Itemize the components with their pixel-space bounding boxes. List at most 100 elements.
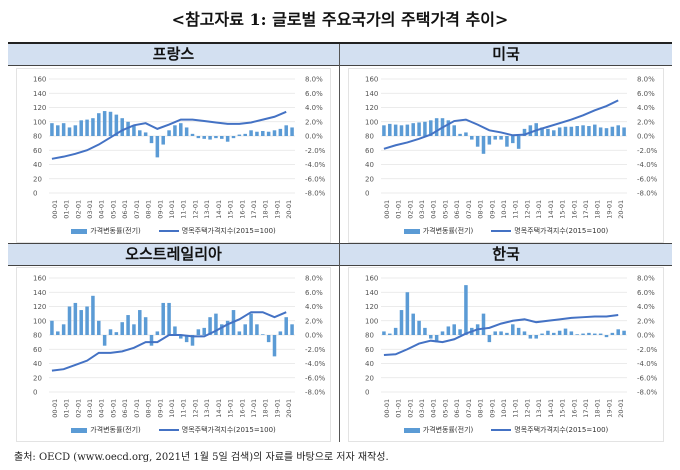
- right-tick-label: 4.0%: [305, 303, 323, 311]
- change-bar: [569, 331, 574, 335]
- panel-korea: 한국 160 8.0% 140 6.0% 120 4.0% 100 2.0% 80 0.0% 60 -…: [340, 243, 672, 442]
- legend-bar-label: 가격변동률(전기): [90, 426, 141, 434]
- change-bar: [67, 127, 72, 136]
- change-bar: [243, 324, 247, 335]
- x-tick-label: 2017-01: [250, 399, 258, 418]
- right-tick-label: 2.0%: [305, 317, 323, 325]
- change-bar: [581, 125, 585, 136]
- x-tick-label: 2003-01: [86, 399, 94, 418]
- x-tick-label: 2000-01: [51, 200, 59, 219]
- change-bar: [616, 125, 620, 136]
- x-tick-label: 2008-01: [477, 200, 485, 219]
- change-bar: [575, 126, 579, 136]
- change-bar: [249, 313, 253, 335]
- change-bar: [423, 121, 427, 136]
- change-bar: [429, 120, 433, 136]
- x-tick-label: 2007-01: [465, 200, 473, 219]
- legend-line-label: 명목주택가격지수(2015=100): [514, 426, 609, 434]
- legend-bar-swatch: [71, 228, 88, 234]
- change-bar: [516, 136, 521, 149]
- change-bar: [284, 125, 288, 136]
- right-tick-label: 0.0%: [305, 332, 323, 340]
- change-bar: [493, 136, 497, 140]
- change-bar: [179, 335, 183, 339]
- panel-usa: 미국 160 8.0% 140 6.0% 120 4.0% 100 2.0% 80 0.0% 60 -…: [340, 44, 672, 243]
- x-tick-label: 2004-01: [98, 399, 106, 418]
- change-bar: [126, 315, 130, 335]
- change-bar: [388, 333, 392, 335]
- chart: 160 8.0% 140 6.0% 120 4.0% 100 2.0% 80 0.0% 60 -2.0…: [348, 68, 664, 243]
- x-tick-label: 2012-01: [523, 399, 531, 418]
- change-bar: [475, 136, 480, 147]
- x-tick-label: 2003-01: [418, 399, 426, 418]
- x-tick-label: 2005-01: [109, 399, 117, 418]
- left-tick-label: 120: [365, 303, 378, 311]
- right-tick-label: 6.0%: [637, 90, 655, 98]
- x-tick-label: 2002-01: [406, 200, 414, 219]
- change-bar: [505, 136, 509, 147]
- x-tick-label: 2013-01: [535, 200, 543, 219]
- change-bar: [540, 127, 544, 136]
- change-bar: [179, 123, 183, 136]
- change-bar: [225, 136, 230, 142]
- left-tick-label: 20: [33, 374, 42, 382]
- change-bar: [97, 113, 101, 136]
- change-bar: [220, 136, 224, 139]
- change-bar: [563, 328, 568, 335]
- change-bar: [610, 332, 615, 335]
- change-bar: [85, 306, 89, 335]
- left-tick-label: 60: [33, 346, 42, 354]
- chart: 160 8.0% 140 6.0% 120 4.0% 100 2.0% 80 0.0% 60 -2.0…: [348, 267, 664, 442]
- change-bar: [511, 136, 515, 144]
- change-bar: [528, 335, 533, 339]
- change-bar: [56, 125, 60, 136]
- change-bar: [50, 123, 54, 136]
- change-bar: [552, 130, 556, 136]
- change-bar: [290, 127, 294, 136]
- x-tick-label: 2010-01: [500, 399, 508, 418]
- left-tick-label: 160: [33, 275, 46, 283]
- change-bar: [540, 333, 544, 335]
- change-bar: [417, 320, 421, 335]
- change-bar: [284, 317, 288, 335]
- change-bar: [516, 327, 521, 335]
- change-bar: [266, 335, 271, 343]
- right-tick-label: -4.0%: [305, 161, 326, 169]
- x-tick-label: 2011-01: [180, 200, 188, 219]
- change-bar: [167, 302, 171, 335]
- change-bar: [108, 111, 113, 136]
- chart: 160 8.0% 140 6.0% 120 4.0% 100 2.0% 80 0.0% 60 -2.0…: [16, 68, 331, 243]
- change-bar: [225, 320, 230, 335]
- x-tick-label: 2011-01: [512, 399, 520, 418]
- x-tick-label: 2001-01: [63, 399, 71, 418]
- change-bar: [423, 327, 427, 335]
- change-bar: [208, 136, 212, 140]
- change-bar: [563, 126, 568, 136]
- x-tick-label: 2004-01: [430, 200, 438, 219]
- chart-svg: 160 8.0% 140 6.0% 120 4.0% 100 2.0% 80 0.0% 60 -2.0…: [365, 76, 658, 220]
- x-tick-label: 2013-01: [203, 399, 211, 418]
- change-bar: [249, 130, 253, 136]
- x-tick-label: 2019-01: [273, 399, 281, 418]
- x-tick-label: 2015-01: [559, 200, 567, 219]
- change-bar: [405, 292, 410, 335]
- change-bar: [85, 119, 89, 136]
- legend: 가격변동률(전기) 명목주택가격지수(2015=100): [349, 226, 663, 236]
- left-tick-label: 60: [33, 147, 42, 155]
- x-tick-label: 2011-01: [180, 399, 188, 418]
- change-bar: [173, 125, 177, 136]
- left-tick-label: 0: [365, 389, 369, 397]
- index-line: [51, 110, 287, 160]
- right-tick-label: -2.0%: [305, 346, 326, 354]
- change-bar: [220, 324, 224, 335]
- left-tick-label: 100: [33, 118, 46, 126]
- panel-australia: 오스트레일리아 160 8.0% 140 6.0% 120 4.0% 100 2.0% 80 0.…: [8, 243, 340, 442]
- change-bar: [382, 331, 386, 335]
- change-bar: [399, 310, 404, 335]
- change-bar: [132, 125, 136, 136]
- x-tick-label: 2015-01: [559, 399, 567, 418]
- right-tick-label: -4.0%: [305, 360, 326, 368]
- change-bar: [440, 331, 445, 335]
- change-bar: [470, 136, 474, 140]
- change-bar: [184, 127, 189, 136]
